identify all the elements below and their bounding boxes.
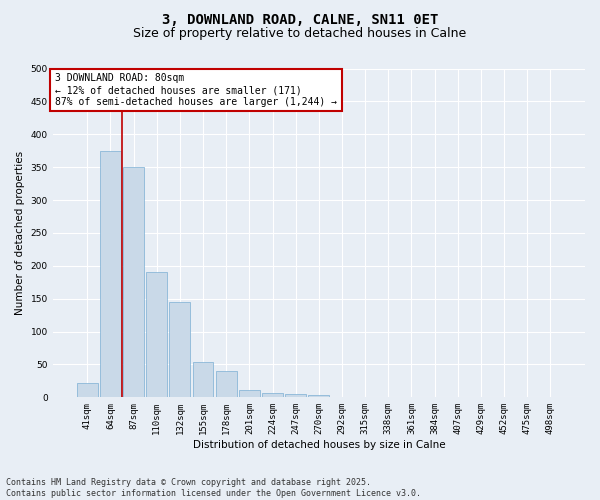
Bar [146,272,167,398]
Text: 3 DOWNLAND ROAD: 80sqm
← 12% of detached houses are smaller (171)
87% of semi-de: 3 DOWNLAND ROAD: 80sqm ← 12% of detached… [55,74,337,106]
Bar [239,390,260,398]
Bar [216,371,236,398]
Bar [123,167,144,398]
Text: Contains HM Land Registry data © Crown copyright and database right 2025.
Contai: Contains HM Land Registry data © Crown c… [6,478,421,498]
Bar [100,150,121,398]
Bar [332,396,352,398]
Y-axis label: Number of detached properties: Number of detached properties [15,151,25,315]
Bar [378,396,399,398]
Bar [262,392,283,398]
Bar [169,302,190,398]
Bar [77,383,98,398]
Bar [285,394,306,398]
Text: Size of property relative to detached houses in Calne: Size of property relative to detached ho… [133,28,467,40]
Text: 3, DOWNLAND ROAD, CALNE, SN11 0ET: 3, DOWNLAND ROAD, CALNE, SN11 0ET [162,12,438,26]
X-axis label: Distribution of detached houses by size in Calne: Distribution of detached houses by size … [193,440,445,450]
Bar [193,362,214,398]
Bar [308,396,329,398]
